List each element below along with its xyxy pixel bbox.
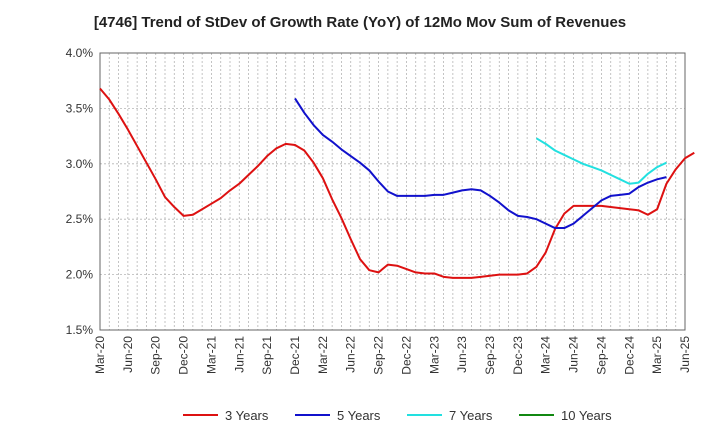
x-tick-label: Jun-21 [232, 336, 246, 373]
plot-frame [99, 52, 686, 331]
x-tick-label: Dec-20 [177, 336, 191, 375]
y-tick-label: 4.0% [66, 46, 94, 60]
legend-label: 3 Years [225, 408, 269, 423]
x-tick-label: Mar-25 [650, 336, 664, 374]
y-tick-label: 1.5% [66, 323, 94, 337]
series-line-5-years [294, 97, 667, 230]
series-layer [99, 87, 695, 279]
x-tick-label: Dec-22 [399, 336, 413, 375]
y-axis-ticks: 1.5% 2.0% 2.5% 3.0% 3.5% 4.0% [66, 46, 94, 337]
legend-label: 10 Years [561, 408, 612, 423]
legend-label: 7 Years [449, 408, 493, 423]
x-tick-label: Dec-23 [511, 336, 525, 375]
y-tick-label: 3.5% [66, 101, 94, 115]
x-tick-label: Sep-23 [483, 336, 497, 375]
x-tick-label: Sep-20 [149, 336, 163, 375]
chart-title: [4746] Trend of StDev of Growth Rate (Yo… [93, 14, 627, 31]
x-tick-label: Jun-22 [344, 336, 358, 373]
x-tick-label: Mar-24 [539, 336, 553, 374]
x-tick-label: Sep-24 [594, 336, 608, 375]
x-tick-label: Mar-23 [427, 336, 441, 374]
x-tick-label: Sep-22 [372, 336, 386, 375]
y-tick-label: 2.0% [66, 268, 94, 282]
grid-layer [100, 53, 685, 330]
y-tick-label: 3.0% [66, 157, 94, 171]
legend: 3 Years 5 Years 7 Years 10 Years [183, 408, 612, 423]
x-tick-label: Mar-21 [204, 336, 218, 374]
x-tick-label: Dec-24 [622, 336, 636, 375]
x-tick-label: Jun-25 [678, 336, 692, 373]
x-axis-ticks: Mar-20 Jun-20 Sep-20 Dec-20 Mar-21 Jun-21 Sep-… [93, 336, 692, 375]
series-line-7-years [535, 137, 667, 185]
legend-label: 5 Years [337, 408, 381, 423]
x-tick-label: Jun-23 [455, 336, 469, 373]
x-tick-label: Mar-20 [93, 336, 107, 374]
x-tick-label: Jun-24 [567, 336, 581, 373]
x-tick-label: Sep-21 [260, 336, 274, 375]
x-tick-label: Mar-22 [316, 336, 330, 374]
y-tick-label: 2.5% [66, 212, 94, 226]
x-tick-label: Dec-21 [288, 336, 302, 375]
x-tick-label: Jun-20 [121, 336, 135, 373]
